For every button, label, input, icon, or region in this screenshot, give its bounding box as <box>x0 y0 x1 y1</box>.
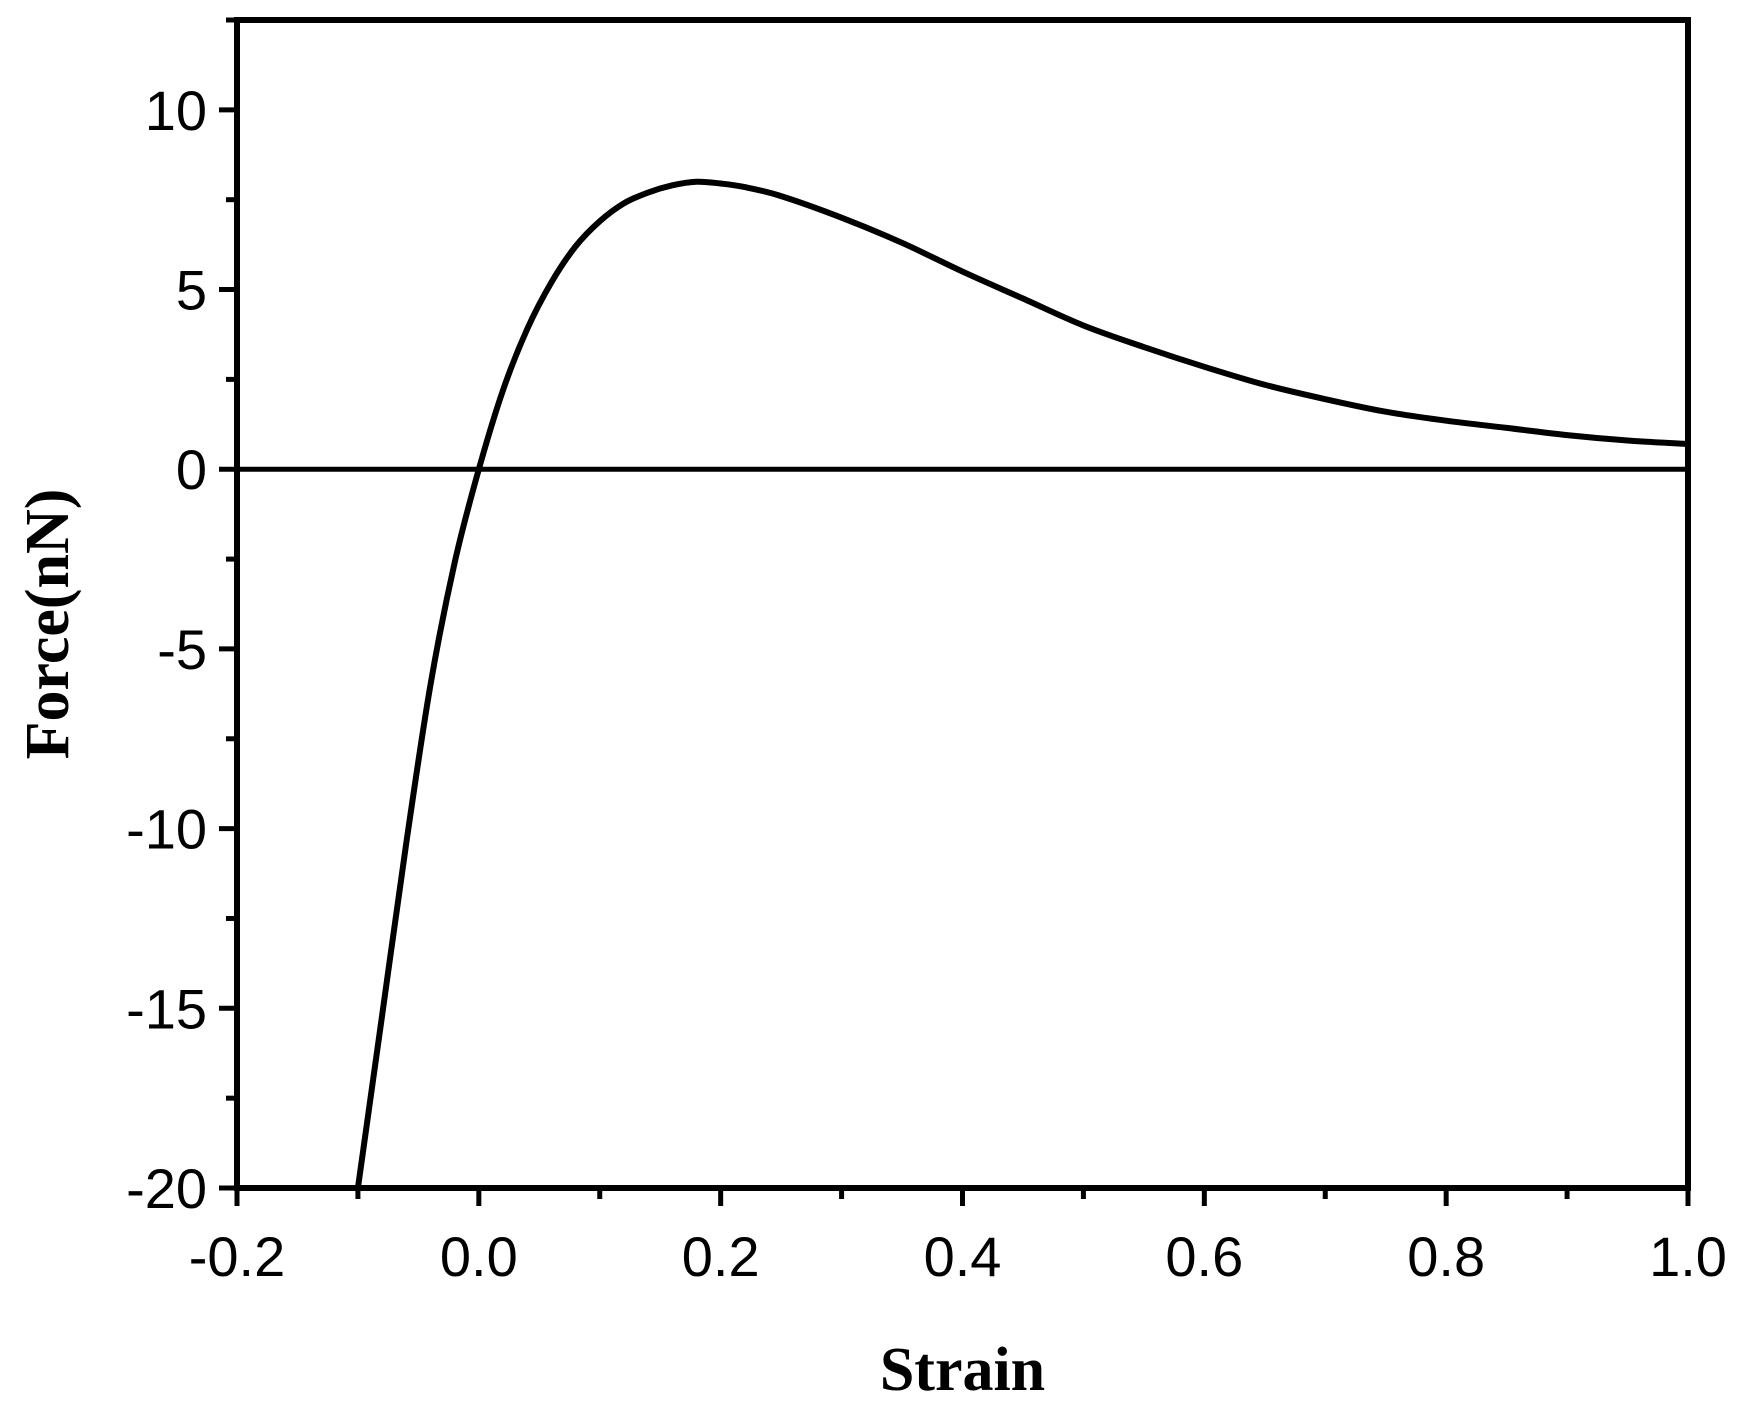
x-tick-label: 1.0 <box>1649 1225 1727 1288</box>
x-tick-label: -0.2 <box>189 1225 286 1288</box>
x-tick-label: 0.2 <box>682 1225 760 1288</box>
y-axis-title: Force(nN) <box>14 489 82 760</box>
plot-frame <box>234 17 1691 1191</box>
series-line <box>354 178 1691 1191</box>
y-tick-label: -10 <box>126 798 207 861</box>
x-axis-title: Strain <box>880 1336 1045 1404</box>
y-tick-label: -15 <box>126 977 207 1040</box>
x-tick-label: 0.0 <box>440 1225 518 1288</box>
y-tick-label: -5 <box>157 618 207 681</box>
y-tick-label: -20 <box>126 1157 207 1220</box>
x-tick-label: 0.6 <box>1165 1225 1243 1288</box>
y-tick-label: 10 <box>145 79 207 142</box>
y-tick-label: 5 <box>176 259 207 322</box>
x-tick-labels: -0.2 0.0 0.2 0.4 0.6 0.8 1.0 <box>189 1225 1727 1288</box>
y-tick-labels: -20 -15 -10 -5 0 5 10 <box>126 79 207 1220</box>
x-tick-label: 0.4 <box>924 1225 1002 1288</box>
x-tick-label: 0.8 <box>1407 1225 1485 1288</box>
y-tick-label: 0 <box>176 438 207 501</box>
